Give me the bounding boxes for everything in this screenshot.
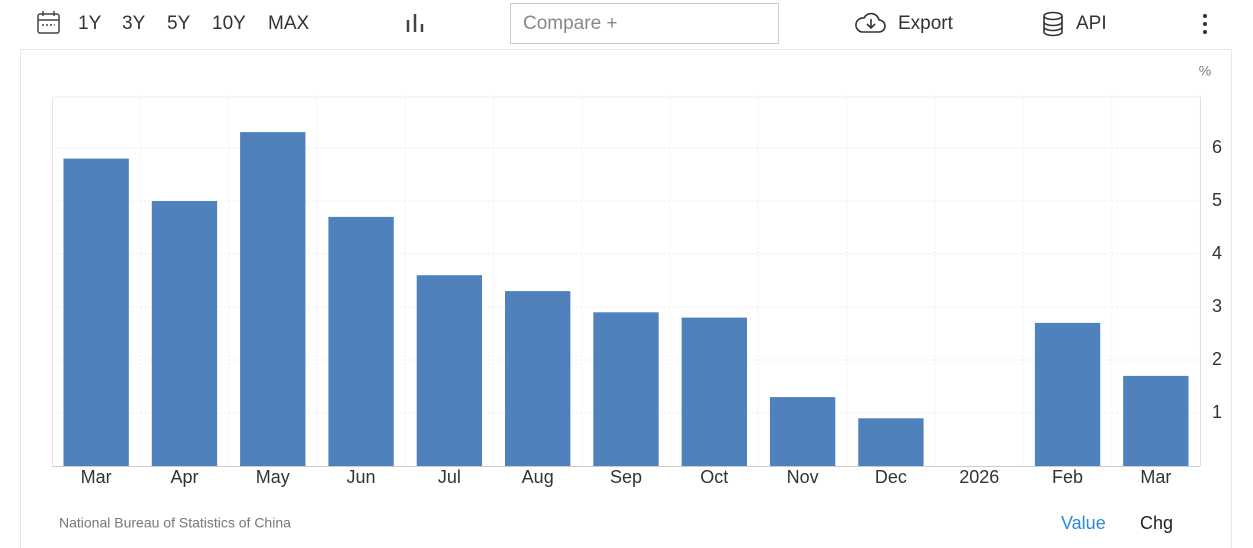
bar bbox=[1034, 322, 1101, 466]
bar bbox=[240, 132, 306, 466]
compare-placeholder: Compare + bbox=[523, 13, 618, 34]
bar bbox=[151, 201, 218, 466]
bar bbox=[63, 158, 129, 466]
bar bbox=[681, 317, 747, 466]
range-button[interactable]: 3Y bbox=[122, 13, 146, 34]
x-tick-label: Jul bbox=[438, 467, 461, 487]
bar bbox=[328, 216, 394, 466]
x-tick-label: May bbox=[256, 467, 290, 487]
export-icon[interactable] bbox=[855, 12, 886, 33]
bar bbox=[769, 397, 836, 466]
x-tick-label: 2026 bbox=[959, 467, 999, 487]
bar bbox=[416, 275, 483, 466]
x-tick-label: Nov bbox=[787, 467, 819, 487]
x-tick-label: Sep bbox=[610, 467, 642, 487]
y-tick-label: 5 bbox=[1212, 190, 1222, 210]
x-tick-label: Mar bbox=[81, 467, 112, 487]
x-tick-label: Oct bbox=[700, 467, 728, 487]
range-button[interactable]: 1Y bbox=[78, 13, 102, 34]
export-button[interactable]: Export bbox=[898, 13, 954, 34]
source: National Bureau of Statistics of China bbox=[59, 515, 291, 531]
x-tick-label: Dec bbox=[875, 467, 907, 487]
compare-input[interactable] bbox=[510, 3, 779, 44]
api-button[interactable]: API bbox=[1076, 13, 1107, 34]
bar bbox=[858, 418, 924, 466]
chart-type-button[interactable] bbox=[406, 14, 424, 32]
y-tick-label: 1 bbox=[1212, 402, 1222, 422]
x-tick-label: Apr bbox=[170, 467, 198, 487]
api-icon[interactable] bbox=[1043, 11, 1063, 37]
x-tick-label: Aug bbox=[522, 467, 554, 487]
x-tick-label: Mar bbox=[1140, 467, 1171, 487]
unit-label: % bbox=[1199, 63, 1211, 79]
bar bbox=[1123, 375, 1189, 466]
y-tick-label: 2 bbox=[1212, 349, 1222, 369]
x-tick-label: Jun bbox=[347, 467, 376, 487]
range-button[interactable]: 10Y bbox=[212, 13, 246, 34]
y-tick-label: 6 bbox=[1212, 137, 1222, 157]
range-button[interactable]: 5Y bbox=[167, 13, 191, 34]
bar bbox=[593, 312, 659, 466]
y-tick-label: 4 bbox=[1212, 243, 1222, 263]
bar bbox=[505, 291, 571, 466]
range-button[interactable]: MAX bbox=[268, 13, 310, 34]
y-tick-label: 3 bbox=[1212, 296, 1222, 316]
chg-tab[interactable]: Chg bbox=[1140, 513, 1173, 533]
value-tab[interactable]: Value bbox=[1061, 513, 1106, 533]
x-tick-label: Feb bbox=[1052, 467, 1083, 487]
calendar-button[interactable] bbox=[37, 11, 60, 34]
menu-button[interactable] bbox=[1203, 14, 1207, 34]
